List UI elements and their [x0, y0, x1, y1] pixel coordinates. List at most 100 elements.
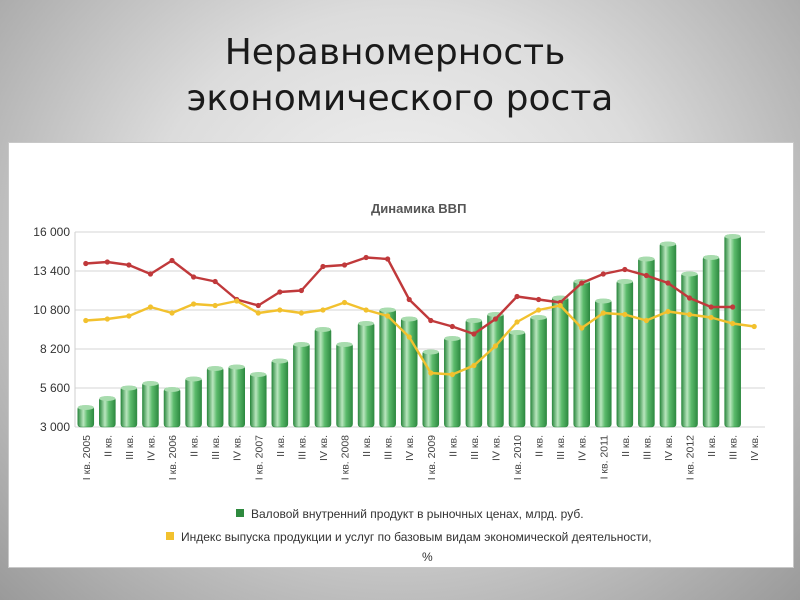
x-tick-label: IV кв.: [663, 435, 675, 461]
bar-gdp: [702, 255, 720, 428]
red-series-point: [514, 293, 520, 300]
bar-cap: [681, 271, 698, 277]
bar-gdp: [530, 315, 547, 428]
index-series-point: [147, 304, 154, 310]
bar-cap: [164, 387, 181, 392]
x-tick-label: IV кв.: [749, 435, 761, 461]
bar-gdp: [357, 321, 375, 428]
red-series-point: [277, 289, 283, 295]
x-tick-label: III кв.: [641, 435, 653, 460]
red-series-point: [730, 304, 736, 310]
x-tick-label: II кв.: [102, 435, 114, 457]
index-series-point: [428, 370, 434, 376]
index-series-point: [255, 310, 261, 316]
index-series-point: [406, 334, 412, 340]
bar-cap: [530, 315, 547, 320]
index-series-point: [363, 307, 369, 313]
red-series-point: [212, 278, 218, 285]
bar-gdp: [120, 386, 138, 428]
index-series-point: [385, 313, 391, 319]
index-series-point: [234, 298, 240, 304]
y-tick-label: 5 600: [40, 381, 70, 395]
x-tick-label: I кв. 2012: [685, 435, 697, 480]
x-tick-label: IV кв.: [145, 435, 157, 461]
x-tick-label: I кв. 2008: [340, 435, 352, 480]
bar-gdp: [163, 387, 181, 428]
index-series-point: [600, 310, 606, 316]
legend-swatch-index: [166, 532, 174, 540]
index-series-point: [622, 311, 628, 318]
index-series-point: [514, 319, 520, 325]
x-tick-label: II кв.: [447, 435, 459, 457]
x-tick-label: III кв.: [469, 435, 481, 460]
index-series-line: [85, 299, 755, 376]
index-series-point: [212, 302, 218, 309]
index-series-point: [277, 307, 283, 313]
bar-gdp: [444, 336, 461, 428]
bar-cap: [595, 298, 612, 304]
x-tick-label: I кв. 2010: [512, 435, 524, 480]
x-tick-label: II кв.: [620, 435, 632, 457]
slide-title-line-1: Неравномерность: [224, 32, 566, 73]
bar-cap: [250, 372, 267, 377]
bar-gdp: [400, 317, 418, 428]
red-series-point: [341, 262, 348, 268]
x-tick-label: I кв. 2006: [167, 435, 179, 480]
index-series-point: [535, 307, 542, 313]
index-series-point: [686, 311, 693, 318]
bar-gdp: [379, 308, 396, 428]
x-tick-label: IV кв.: [490, 435, 502, 461]
legend-label-index-unit: %: [422, 550, 433, 564]
index-series-point: [320, 307, 326, 313]
red-series-point: [385, 256, 391, 262]
red-series-point: [298, 287, 305, 294]
y-axis-ticks: 16 000 13 400 10 800 8 200 5 600 3 000: [33, 225, 70, 434]
x-tick-label: III кв.: [124, 435, 136, 460]
x-tick-label: III кв.: [296, 435, 308, 460]
bar-gdp: [185, 377, 202, 428]
x-tick-label: I кв. 2005: [81, 435, 93, 480]
bar-gdp: [551, 296, 569, 428]
x-axis-ticks: I кв. 2005 II кв. III кв. IV кв. I кв. 2006 I…: [81, 435, 761, 480]
chart-title: Динамика ВВП: [371, 201, 466, 216]
index-series-point: [708, 314, 714, 321]
x-tick-label: III кв.: [555, 435, 567, 460]
index-series-point: [449, 371, 455, 378]
x-tick-label: IV кв.: [404, 435, 416, 461]
x-tick-label: I кв. 2011: [598, 435, 610, 480]
bar-gdp: [659, 242, 677, 428]
y-tick-label: 10 800: [33, 303, 70, 317]
bar-gdp: [638, 257, 655, 428]
red-series-point: [428, 317, 434, 324]
y-tick-label: 13 400: [33, 264, 70, 278]
index-series-point: [557, 302, 563, 309]
bar-cap: [358, 321, 375, 326]
bar-gdp: [142, 381, 159, 428]
red-series-point: [83, 260, 89, 267]
bar-gdp: [250, 372, 267, 428]
bar-cap: [271, 358, 288, 364]
red-series-point: [579, 280, 585, 286]
legend-label-gdp: Валовой внутренний продукт в рыночных це…: [251, 507, 584, 521]
legend-swatch-gdp: [236, 509, 244, 517]
red-series-point: [320, 263, 326, 270]
bar-cap: [616, 279, 633, 284]
red-series-point: [169, 257, 175, 264]
bar-gdp: [293, 342, 310, 428]
index-series-point: [751, 323, 757, 330]
index-series-point: [643, 317, 650, 324]
x-tick-label: II кв.: [361, 435, 373, 457]
red-series-point: [665, 280, 671, 286]
bar-cap: [724, 234, 741, 239]
gdp-chart: Динамика ВВП 16 000 13 400 10 800 8 200 5 60…: [33, 201, 765, 564]
slide-title-line-2: экономического роста: [186, 78, 614, 119]
red-series-point: [104, 259, 110, 265]
index-series-point: [492, 343, 499, 349]
index-series-point: [471, 362, 477, 369]
x-tick-label: I кв. 2007: [253, 435, 265, 480]
red-series-point: [686, 295, 693, 301]
bar-gdp: [724, 234, 741, 428]
x-tick-label: II кв.: [189, 435, 201, 457]
bar-cap: [142, 381, 159, 386]
bar-cap: [422, 349, 439, 355]
